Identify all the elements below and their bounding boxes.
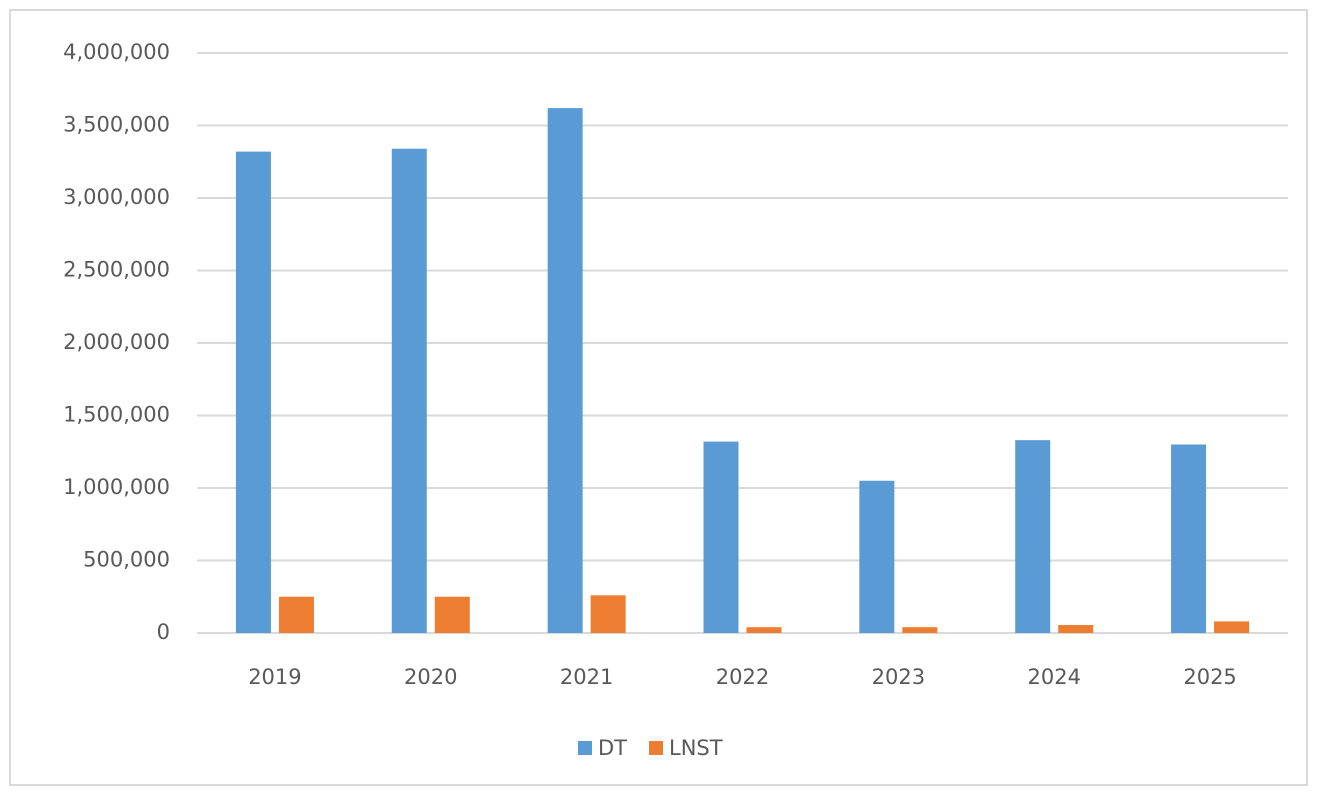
bar [703,441,739,633]
legend-swatch [649,741,663,755]
x-tick-label: 2025 [1183,665,1236,689]
x-tick-label: 2020 [404,665,457,689]
x-tick-label: 2023 [872,665,925,689]
bar [859,480,895,633]
y-tick-label: 1,000,000 [63,475,170,499]
legend-label: DT [598,736,627,760]
y-tick-label: 3,500,000 [63,113,170,137]
y-tick-label: 500,000 [83,548,170,572]
y-tick-label: 3,000,000 [63,185,170,209]
x-tick-label: 2022 [716,665,769,689]
y-tick-label: 4,000,000 [63,40,170,64]
bar [1171,444,1207,633]
bar [746,627,782,633]
bar [391,148,427,633]
bar [902,627,938,633]
bar [235,151,271,633]
bar [434,596,470,633]
legend-swatch [578,741,592,755]
x-tick-label: 2024 [1027,665,1080,689]
legend-label: LNST [669,736,723,760]
bar [278,596,314,633]
y-tick-label: 2,000,000 [63,330,170,354]
bar [547,108,583,634]
bar [1214,621,1250,633]
y-tick-label: 0 [157,620,170,644]
x-tick-label: 2019 [248,665,301,689]
bar [590,595,626,633]
x-tick-label: 2021 [560,665,613,689]
bar [1058,625,1094,633]
chart-frame [9,9,1308,786]
y-tick-label: 1,500,000 [63,403,170,427]
y-tick-label: 2,500,000 [63,258,170,282]
bar [1015,440,1051,633]
